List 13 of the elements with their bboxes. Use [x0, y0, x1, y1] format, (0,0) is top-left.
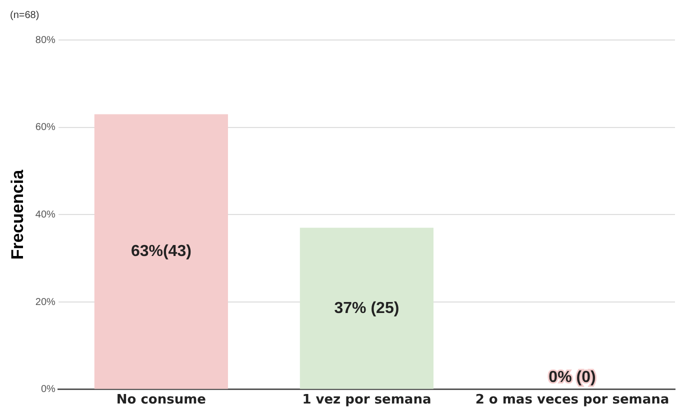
data-label: 37% (25)	[334, 300, 400, 317]
y-tick-label: 0%	[40, 384, 56, 396]
y-axis-title: Frecuencia	[8, 169, 27, 260]
data-label: 0% (0)	[548, 368, 596, 386]
text: (n=68)	[10, 10, 40, 21]
data-label: 63%(43)	[130, 242, 192, 260]
y-tick-label: 40%	[35, 209, 56, 220]
x-tick-label: No consume	[116, 392, 206, 408]
y-tick-label: 60%	[35, 122, 56, 134]
x-tick-label: 1 vez por semana	[302, 392, 432, 408]
y-tick-label: 80%	[35, 34, 56, 46]
x-tick-label: 2 o mas veces por semana	[475, 392, 670, 408]
y-tick-label: 20%	[35, 296, 56, 308]
